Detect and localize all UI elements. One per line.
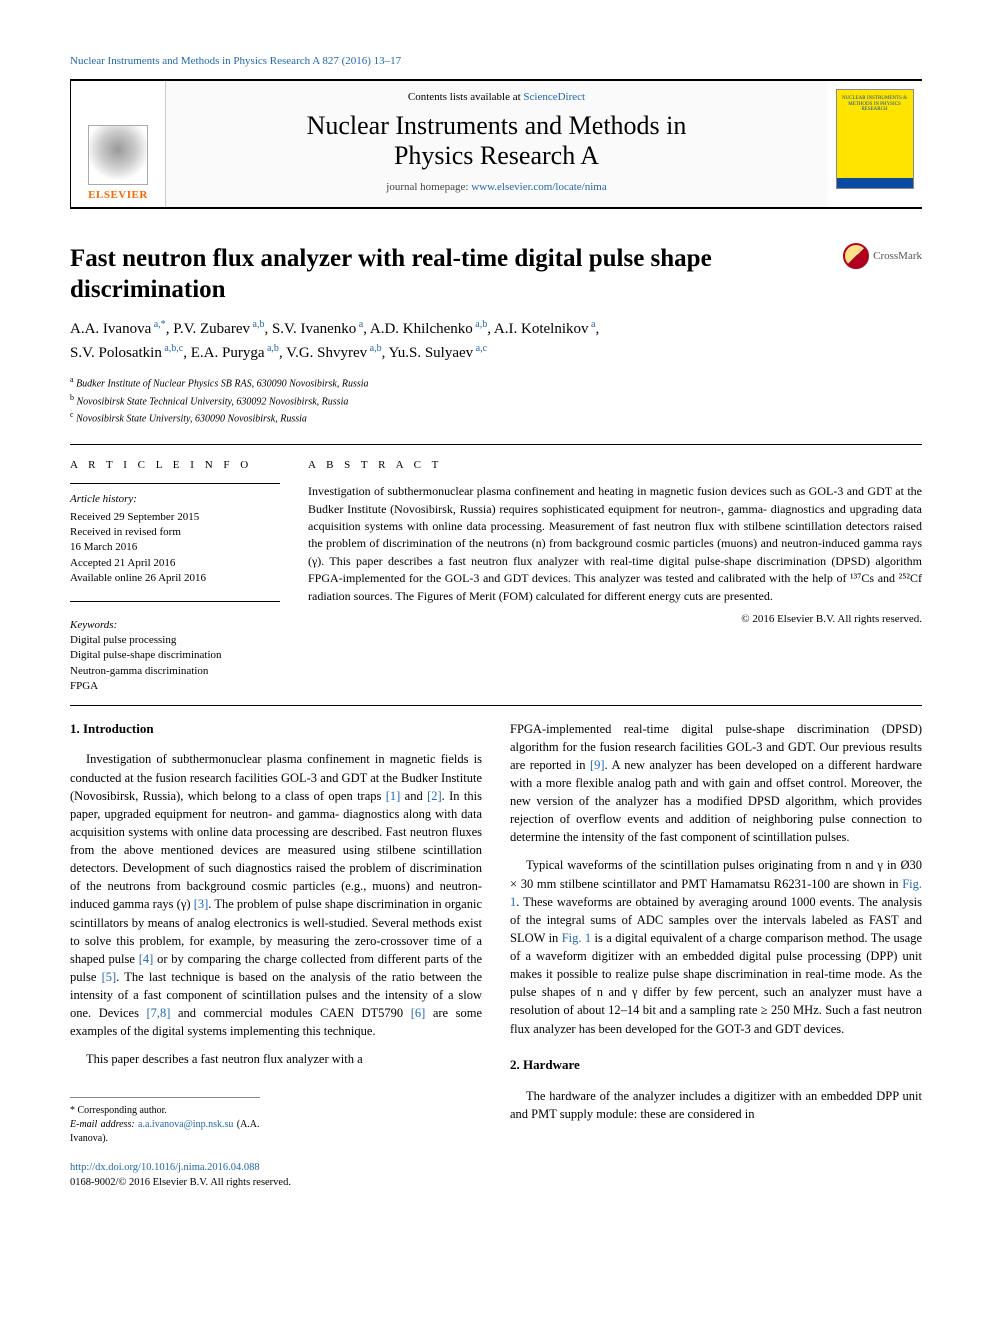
- col2-paragraph-2: Typical waveforms of the scintillation p…: [510, 856, 922, 1037]
- ref-6[interactable]: [6]: [411, 1006, 426, 1020]
- abstract-label: A B S T R A C T: [308, 459, 922, 471]
- keywords-label: Keywords:: [70, 618, 280, 633]
- ref-4[interactable]: [4]: [139, 952, 154, 966]
- intro-paragraph-2: This paper describes a fast neutron flux…: [70, 1050, 482, 1068]
- keyword-4: FPGA: [70, 679, 280, 694]
- abstract-text: Investigation of subthermonuclear plasma…: [308, 483, 922, 605]
- ref-2[interactable]: [2]: [427, 789, 442, 803]
- homepage-prefix: journal homepage:: [386, 181, 471, 193]
- keyword-1: Digital pulse processing: [70, 633, 280, 648]
- journal-title-line2: Physics Research A: [394, 141, 599, 170]
- email-label: E-mail address:: [70, 1119, 138, 1130]
- fig-1-ref-b[interactable]: Fig. 1: [562, 931, 591, 945]
- ref-7-8[interactable]: [7,8]: [147, 1006, 171, 1020]
- doi-block: http://dx.doi.org/10.1016/j.nima.2016.04…: [70, 1160, 482, 1190]
- article-history: Article history: Received 29 September 2…: [70, 483, 280, 586]
- section-2-heading: 2. Hardware: [510, 1056, 922, 1075]
- journal-title: Nuclear Instruments and Methods in Physi…: [174, 111, 819, 171]
- affil-a: Budker Institute of Nuclear Physics SB R…: [76, 379, 368, 390]
- abstract-copyright: © 2016 Elsevier B.V. All rights reserved…: [308, 613, 922, 625]
- sciencedirect-link[interactable]: ScienceDirect: [523, 91, 585, 103]
- ref-5[interactable]: [5]: [102, 970, 117, 984]
- publisher-logo-block: ELSEVIER: [71, 81, 166, 207]
- article-info-label: A R T I C L E I N F O: [70, 459, 280, 471]
- journal-cover-thumb: NUCLEAR INSTRUMENTS & METHODS IN PHYSICS…: [836, 89, 914, 189]
- body-two-column: 1. Introduction Investigation of subther…: [70, 720, 922, 1190]
- journal-header: ELSEVIER Contents lists available at Sci…: [70, 79, 922, 209]
- ref-3[interactable]: [3]: [194, 897, 209, 911]
- section-1-heading: 1. Introduction: [70, 720, 482, 739]
- history-revised-2: 16 March 2016: [70, 540, 280, 555]
- affiliations: a Budker Institute of Nuclear Physics SB…: [70, 374, 922, 426]
- ref-9[interactable]: [9]: [590, 758, 605, 772]
- history-label: Article history:: [70, 492, 280, 507]
- affil-b: Novosibirsk State Technical University, …: [77, 396, 349, 407]
- intro-paragraph-1: Investigation of subthermonuclear plasma…: [70, 750, 482, 1040]
- elsevier-wordmark: ELSEVIER: [88, 189, 148, 201]
- paper-title: Fast neutron flux analyzer with real-tim…: [70, 243, 843, 306]
- hardware-paragraph-1: The hardware of the analyzer includes a …: [510, 1087, 922, 1123]
- history-accepted: Accepted 21 April 2016: [70, 556, 280, 571]
- history-received: Received 29 September 2015: [70, 510, 280, 525]
- journal-title-line1: Nuclear Instruments and Methods in: [307, 111, 687, 140]
- elsevier-tree-icon: [88, 125, 148, 185]
- author-email-link[interactable]: a.a.ivanova@inp.nsk.su: [138, 1119, 233, 1130]
- corresponding-author: * Corresponding author.: [70, 1104, 260, 1118]
- homepage-link[interactable]: www.elsevier.com/locate/nima: [471, 181, 607, 193]
- citation-link[interactable]: Nuclear Instruments and Methods in Physi…: [70, 55, 922, 67]
- footnotes: * Corresponding author. E-mail address: …: [70, 1097, 260, 1146]
- authors-list: A.A. Ivanova a,*, P.V. Zubarev a,b, S.V.…: [70, 317, 922, 364]
- contents-prefix: Contents lists available at: [408, 91, 523, 103]
- issn-line: 0168-9002/© 2016 Elsevier B.V. All right…: [70, 1177, 291, 1188]
- cover-text: NUCLEAR INSTRUMENTS & METHODS IN PHYSICS…: [842, 96, 907, 112]
- affil-c: Novosibirsk State University, 630090 Nov…: [76, 413, 307, 424]
- keywords-block: Keywords: Digital pulse processing Digit…: [70, 601, 280, 695]
- crossmark-icon: [843, 243, 869, 269]
- crossmark-label: CrossMark: [873, 250, 922, 262]
- homepage-line: journal homepage: www.elsevier.com/locat…: [174, 181, 819, 193]
- contents-line: Contents lists available at ScienceDirec…: [174, 91, 819, 103]
- keyword-3: Neutron-gamma discrimination: [70, 664, 280, 679]
- history-online: Available online 26 April 2016: [70, 571, 280, 586]
- col2-paragraph-1: FPGA-implemented real-time digital pulse…: [510, 720, 922, 847]
- keyword-2: Digital pulse-shape discrimination: [70, 648, 280, 663]
- doi-link[interactable]: http://dx.doi.org/10.1016/j.nima.2016.04…: [70, 1162, 260, 1173]
- ref-1[interactable]: [1]: [386, 789, 401, 803]
- history-revised-1: Received in revised form: [70, 525, 280, 540]
- crossmark-badge[interactable]: CrossMark: [843, 243, 922, 269]
